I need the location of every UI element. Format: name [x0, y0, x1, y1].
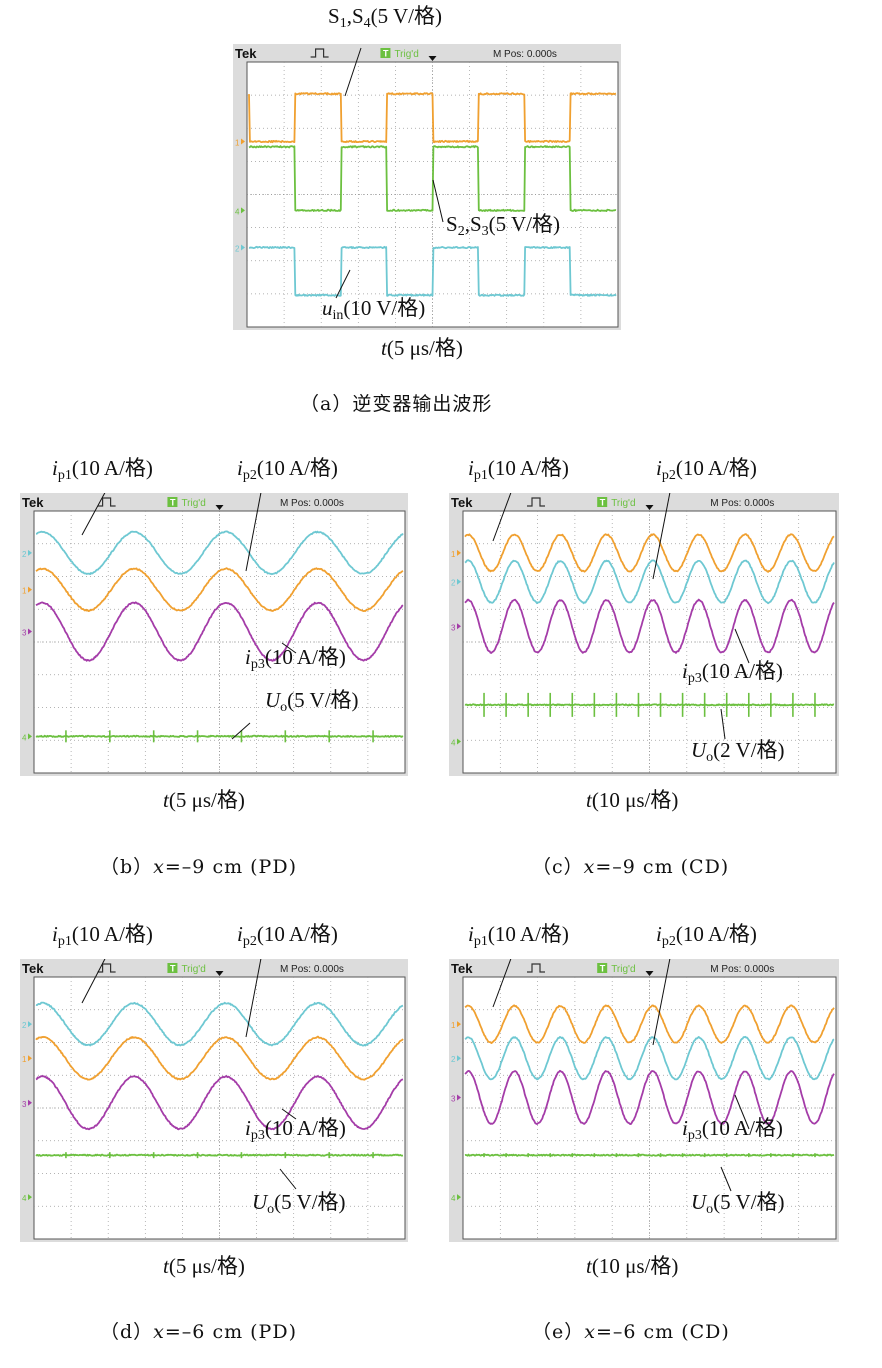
channel-marker-ch4: 4 — [451, 739, 456, 748]
label-uo-c: Uo(2 V/格) — [691, 740, 785, 765]
label-uin: uin(10 V/格) — [322, 298, 425, 323]
label-ip3-e: ip3(10 A/格) — [682, 1118, 783, 1143]
trigger-badge-letter: T — [600, 498, 606, 508]
channel-marker-ch1: 1 — [451, 550, 456, 559]
scope-brand: Tek — [451, 495, 473, 510]
scope-a-screen: Tek T Trig'd M Pos: 0.000s 1 4 2 — [233, 44, 621, 330]
scope-brand: Tek — [22, 961, 44, 976]
channel-marker-ch1: 1 — [22, 587, 27, 596]
caption-d: （d）x=–6 cm (PD) — [100, 1323, 297, 1342]
channel-marker-ch2: 2 — [22, 1021, 27, 1030]
trigger-badge-letter: T — [170, 498, 176, 508]
channel-marker-ch3: 3 — [22, 1100, 27, 1109]
channel-marker-ch4: 4 — [22, 1194, 27, 1203]
trigger-status: Trig'd — [181, 964, 205, 975]
scope-brand: Tek — [235, 46, 257, 61]
label-time-d: t(5 μs/格) — [163, 1256, 245, 1277]
label-s2-s3: S2,S3(5 V/格) — [446, 214, 560, 239]
channel-marker-ch1: 1 — [451, 1021, 456, 1030]
label-ip1-b: ip1(10 A/格) — [52, 458, 153, 483]
label-uo-b: Uo(5 V/格) — [265, 690, 359, 715]
trigger-badge-letter: T — [600, 964, 606, 974]
label-time-e: t(10 μs/格) — [586, 1256, 678, 1277]
label-ip1-d: ip1(10 A/格) — [52, 924, 153, 949]
scope-b: Tek T Trig'd M Pos: 0.000s 2 1 3 4 — [20, 493, 408, 776]
caption-c: （c）x=–9 cm (CD) — [532, 858, 729, 877]
scope-b-screen: Tek T Trig'd M Pos: 0.000s 2 1 3 4 — [20, 493, 408, 776]
trigger-status: Trig'd — [611, 964, 635, 975]
label-uo-e: Uo(5 V/格) — [691, 1192, 785, 1217]
channel-marker-ch3: 3 — [22, 629, 27, 638]
trace-uo — [465, 704, 834, 705]
channel-marker-ch2: 2 — [451, 579, 456, 588]
channel-marker-ch1: 1 — [22, 1055, 27, 1064]
scope-brand: Tek — [22, 495, 44, 510]
label-ip2-e: ip2(10 A/格) — [656, 924, 757, 949]
scope-brand: Tek — [451, 961, 473, 976]
trace-uo — [36, 736, 403, 737]
label-ip3-c: ip3(10 A/格) — [682, 661, 783, 686]
scope-mpos: M Pos: 0.000s — [493, 49, 557, 60]
trigger-badge-letter: T — [383, 49, 389, 59]
label-ip2-c: ip2(10 A/格) — [656, 458, 757, 483]
label-ip2-d: ip2(10 A/格) — [237, 924, 338, 949]
label-s1-s4: S1,S4(5 V/格) — [328, 6, 442, 31]
label-ip1-c: ip1(10 A/格) — [468, 458, 569, 483]
caption-b: （b）x=–9 cm (PD) — [100, 858, 297, 877]
caption-e: （e）x=–6 cm (CD) — [532, 1323, 730, 1342]
label-time-b: t(5 μs/格) — [163, 790, 245, 811]
scope-mpos: M Pos: 0.000s — [280, 498, 344, 509]
trigger-status: Trig'd — [181, 498, 205, 509]
scope-d: Tek T Trig'd M Pos: 0.000s 2 1 3 4 — [20, 959, 408, 1242]
label-time-a: t(5 μs/格) — [381, 338, 463, 359]
trace-uo — [465, 1155, 834, 1156]
trigger-status: Trig'd — [394, 49, 418, 60]
channel-marker-ch4: 4 — [451, 1194, 456, 1203]
scope-c: Tek T Trig'd M Pos: 0.000s 1 2 3 4 — [449, 493, 839, 776]
scope-c-screen: Tek T Trig'd M Pos: 0.000s 1 2 3 4 — [449, 493, 839, 776]
label-ip3-d: ip3(10 A/格) — [245, 1118, 346, 1143]
scope-d-screen: Tek T Trig'd M Pos: 0.000s 2 1 3 4 — [20, 959, 408, 1242]
channel-marker-ch2: 2 — [22, 550, 27, 559]
scope-mpos: M Pos: 0.000s — [710, 964, 774, 975]
scope-mpos: M Pos: 0.000s — [710, 498, 774, 509]
label-ip3-b: ip3(10 A/格) — [245, 647, 346, 672]
channel-marker-ch3: 3 — [451, 1095, 456, 1104]
scope-mpos: M Pos: 0.000s — [280, 964, 344, 975]
channel-marker-ch1: 1 — [235, 139, 240, 148]
channel-marker-ch3: 3 — [451, 623, 456, 632]
label-uo-d: Uo(5 V/格) — [252, 1192, 346, 1217]
trigger-badge-letter: T — [170, 964, 176, 974]
caption-a: （a）逆变器输出波形 — [300, 395, 492, 414]
channel-marker-ch4: 4 — [22, 733, 27, 742]
channel-marker-ch4: 4 — [235, 207, 240, 216]
label-ip2-b: ip2(10 A/格) — [237, 458, 338, 483]
label-ip1-e: ip1(10 A/格) — [468, 924, 569, 949]
channel-marker-ch2: 2 — [451, 1055, 456, 1064]
label-time-c: t(10 μs/格) — [586, 790, 678, 811]
channel-marker-ch2: 2 — [235, 245, 240, 254]
scope-a: Tek T Trig'd M Pos: 0.000s 1 4 2 — [233, 44, 621, 330]
trigger-status: Trig'd — [611, 498, 635, 509]
